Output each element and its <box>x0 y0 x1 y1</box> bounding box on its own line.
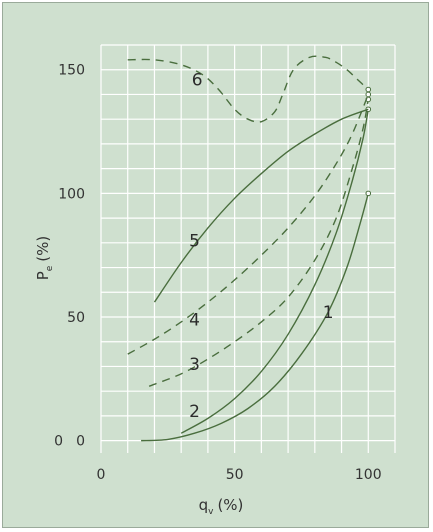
curve-4 <box>127 94 369 355</box>
chart-panel: 0 50 100 0 50 100 150 0 1 2 3 4 5 6 qv (%) Pe(%) <box>2 2 429 528</box>
y-axis-label: Pe(%) <box>34 236 55 281</box>
curve-3 <box>148 99 369 387</box>
curve-label-5: 5 <box>189 231 200 251</box>
chart: 0 50 100 0 50 100 150 0 1 2 3 4 5 6 qv (%) Pe(%) <box>34 44 396 517</box>
curve-label-4: 4 <box>189 310 200 330</box>
y-tick-label: 0 <box>76 434 85 450</box>
curve-2 <box>180 109 369 434</box>
y-tick-label: 150 <box>58 63 85 79</box>
y-tick-label: 100 <box>58 186 85 202</box>
curve-label-1: 1 <box>323 303 334 323</box>
curve-5 <box>153 108 369 303</box>
curve-labels: 1 2 3 4 5 6 <box>189 71 333 422</box>
y-tick-label: 0 <box>54 434 63 450</box>
curve-6-end-marker <box>365 86 372 93</box>
grid <box>100 44 396 453</box>
curve-6 <box>127 55 369 123</box>
curve-label-2: 2 <box>189 402 200 422</box>
x-tick-label: 50 <box>226 467 244 483</box>
x-axis-label: qv (%) <box>199 496 244 517</box>
x-tick-label: 0 <box>97 467 106 483</box>
curve-1 <box>141 193 369 442</box>
x-tick-label: 100 <box>355 467 382 483</box>
tick-labels: 0 50 100 0 50 100 150 0 <box>54 63 382 483</box>
curve-4-end-marker <box>365 91 372 98</box>
curve-label-3: 3 <box>189 355 200 375</box>
y-tick-label: 50 <box>67 310 85 326</box>
curve-1-end-marker <box>365 190 372 197</box>
series-group <box>127 55 372 442</box>
curve-label-6: 6 <box>192 71 203 91</box>
